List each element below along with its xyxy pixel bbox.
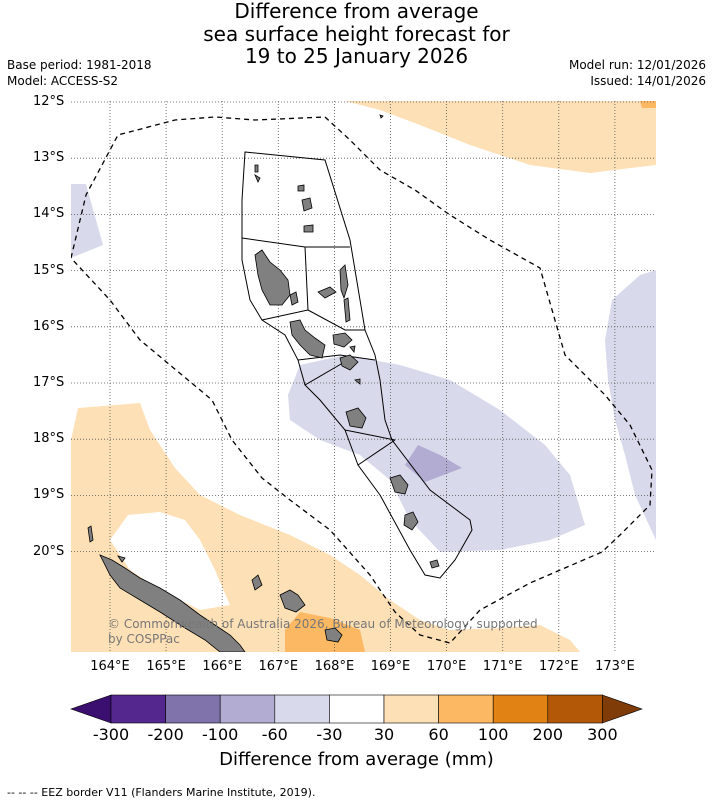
island-efate: [345, 407, 367, 429]
anomaly-negative-east: [605, 270, 656, 540]
island-paama: [349, 345, 356, 353]
colorbar-tick-label: -60: [261, 725, 288, 744]
map-area: [71, 101, 656, 652]
colorbar: [70, 694, 643, 724]
island-aneityum: [429, 559, 440, 569]
colorbar-segment: [383, 694, 439, 724]
latitude-label: 14°S: [33, 206, 65, 222]
copyright-notice: © Commonwealth of Australia 2026, Bureau…: [108, 617, 538, 646]
island-erromango: [389, 474, 409, 495]
issued-date: Issued: 14/01/2026: [590, 73, 706, 88]
island-banks-3: [303, 224, 314, 233]
colorbar-segment: [274, 694, 330, 724]
longitude-label: 167°E: [258, 659, 299, 674]
anomaly-negative-west: [71, 184, 103, 258]
longitude-label: 170°E: [426, 659, 467, 674]
anomaly-positive-north: [345, 101, 656, 173]
title-line-1: Difference from average: [234, 0, 479, 23]
longitude-label: 169°E: [370, 659, 411, 674]
island-small-2: [379, 114, 384, 119]
meta-left: Base period: 1981-2018 Model: ACCESS-S2: [7, 58, 152, 89]
colorbar-tick-label: -300: [92, 725, 130, 744]
island-loyalty-2: [324, 627, 343, 643]
colorbar-extend-high: [602, 694, 643, 724]
island-new-caledonia: [99, 554, 246, 652]
latitude-label: 18°S: [33, 431, 65, 447]
colorbar-tick-label: -100: [202, 725, 239, 744]
colorbar-tick-label: 300: [587, 725, 618, 744]
island-ambae: [317, 286, 337, 299]
latitude-label: 16°S: [33, 318, 65, 334]
longitude-label: 166°E: [202, 659, 242, 674]
latitude-label: 17°S: [33, 375, 65, 390]
island-loyalty-3: [251, 574, 263, 591]
island-epi: [339, 354, 359, 371]
model-run: Model run: 12/01/2026: [568, 58, 706, 72]
island-ambrym: [332, 332, 353, 348]
longitude-label: 165°E: [146, 659, 186, 674]
colorbar-segment: [219, 694, 276, 724]
island-loyalty-1: [279, 589, 306, 613]
colorbar-title: Difference from average (mm): [219, 749, 494, 770]
latitude-label: 20°S: [33, 543, 65, 559]
province-boundaries: [241, 151, 473, 579]
title-line-3: 19 to 25 January 2026: [244, 44, 469, 68]
colorbar-segment: [329, 694, 385, 724]
colorbar-tick-label: 200: [532, 725, 564, 744]
island-shepherds: [354, 378, 361, 385]
longitude-label: 173°E: [595, 659, 635, 674]
island-small-1: [254, 174, 261, 183]
island-torres: [254, 164, 259, 173]
island-malakula: [289, 319, 326, 359]
title-line-2: sea surface height forecast for: [203, 21, 510, 46]
longitude-label: 168°E: [314, 659, 355, 674]
colorbar-tick-label: 30: [373, 725, 395, 744]
longitude-label: 171°E: [482, 659, 523, 674]
latitude-label: 19°S: [33, 487, 65, 503]
colorbar-segment: [547, 694, 603, 724]
island-maewo: [339, 264, 349, 300]
colorbar-segment: [492, 694, 549, 724]
latitude-label: 15°S: [33, 262, 65, 278]
anomaly-negative-strong: [405, 445, 462, 482]
island-banks-2: [301, 197, 313, 212]
colorbar-segment: [110, 694, 166, 724]
map-title: Difference from average sea surface heig…: [0, 0, 713, 68]
island-tanna: [403, 511, 419, 531]
colorbar-segment: [165, 694, 221, 724]
anomaly-neutral-pocket: [110, 512, 230, 610]
eez-legend-footer: -- -- -- EEZ border V11 (Flanders Marine…: [7, 786, 316, 799]
longitude-label: 164°E: [90, 659, 130, 674]
eez-border: [71, 116, 653, 644]
meta-right: Model run: 12/01/2026 Issued: 14/01/2026: [569, 58, 706, 89]
island-small-3: [117, 555, 126, 563]
colorbar-tick-label: -30: [316, 725, 343, 744]
colorbar-tick-label: 60: [428, 725, 449, 744]
longitude-label: 172°E: [539, 659, 579, 674]
island-banks-1: [297, 184, 305, 192]
island-pentecost: [343, 297, 351, 323]
island-belep: [87, 525, 94, 543]
colorbar-tick-label: 100: [477, 725, 509, 744]
anomaly-positive-strong-ne: [640, 101, 656, 108]
colorbar-segment: [438, 694, 494, 724]
model-name: Model: ACCESS-S2: [7, 73, 119, 88]
island-malo: [289, 291, 299, 306]
base-period: Base period: 1981-2018: [7, 58, 152, 72]
latitude-label: 12°S: [33, 94, 65, 109]
latitude-label: 13°S: [33, 150, 65, 166]
colorbar-extend-low: [70, 694, 112, 724]
islands: [87, 114, 440, 652]
colorbar-tick-label: -200: [147, 725, 184, 744]
